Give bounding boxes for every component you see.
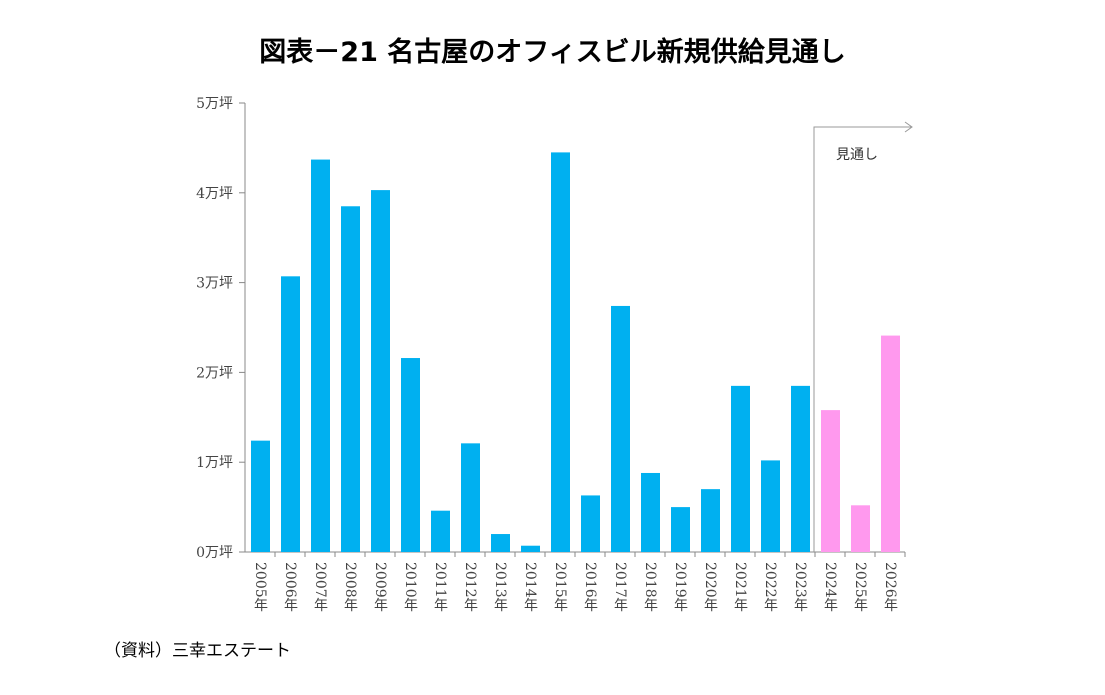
y-tick-label: 2万坪: [196, 365, 233, 381]
x-tick-label: 2006年: [282, 562, 298, 612]
bar: [341, 206, 360, 552]
y-tick-label: 1万坪: [196, 455, 233, 471]
bar: [311, 159, 330, 552]
x-tick-label: 2025年: [852, 562, 868, 612]
bar: [461, 443, 480, 552]
bar: [431, 510, 450, 552]
x-tick-label: 2011年: [432, 562, 448, 612]
x-tick-label: 2014年: [522, 562, 538, 612]
bar: [551, 152, 570, 552]
x-tick-label: 2017年: [612, 562, 628, 612]
bar: [611, 305, 630, 552]
bar: [581, 495, 600, 552]
bar: [821, 410, 840, 552]
x-tick-label: 2007年: [312, 562, 328, 612]
bar: [761, 460, 780, 552]
bar: [881, 335, 900, 552]
bar: [251, 440, 270, 552]
bar: [671, 507, 690, 552]
x-tick-label: 2020年: [702, 562, 718, 612]
y-tick-label: 0万坪: [196, 545, 233, 561]
x-tick-label: 2015年: [552, 562, 568, 612]
y-tick-label: 5万坪: [196, 96, 233, 112]
x-tick-label: 2005年: [252, 562, 268, 612]
x-tick-label: 2009年: [372, 562, 388, 612]
bar: [791, 385, 810, 552]
bar: [281, 276, 300, 552]
y-tick-label: 3万坪: [196, 276, 233, 292]
chart-title: 図表－21 名古屋のオフィスビル新規供給見通し: [259, 37, 846, 68]
x-tick-label: 2024年: [822, 562, 838, 612]
bar: [491, 534, 510, 552]
x-tick-label: 2018年: [642, 562, 658, 612]
forecast-bracket: [813, 126, 912, 552]
x-tick-label: 2019年: [672, 562, 688, 612]
x-tick-label: 2016年: [582, 562, 598, 612]
bar: [851, 505, 870, 552]
bar: [731, 385, 750, 552]
x-tick-label: 2022年: [762, 562, 778, 612]
x-tick-label: 2010年: [402, 562, 418, 612]
x-tick-label: 2013年: [492, 562, 508, 612]
bar: [641, 472, 660, 552]
bar: [401, 358, 420, 552]
x-tick-label: 2023年: [792, 562, 808, 612]
bar: [521, 545, 540, 552]
x-tick-label: 2012年: [462, 562, 478, 612]
x-tick-label: 2008年: [342, 562, 358, 612]
bar: [701, 489, 720, 552]
arrow-icon: [904, 121, 913, 133]
x-tick-label: 2026年: [882, 562, 898, 612]
bar: [371, 190, 390, 552]
forecast-label: 見通し: [836, 147, 878, 163]
x-tick-label: 2021年: [732, 562, 748, 612]
y-tick-label: 4万坪: [196, 186, 233, 202]
source-note: （資料）三幸エステート: [104, 641, 291, 661]
